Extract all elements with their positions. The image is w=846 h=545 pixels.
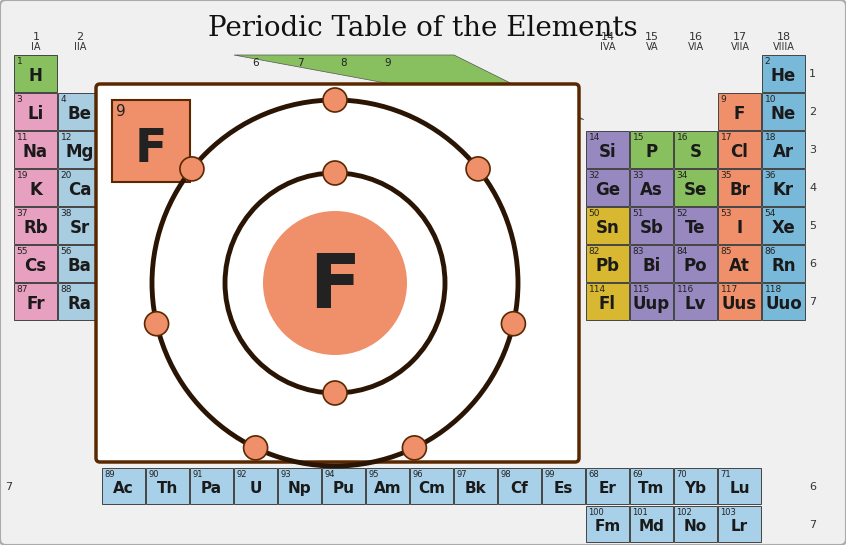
Bar	[14, 207, 57, 244]
Text: 1: 1	[32, 32, 40, 42]
Text: 69: 69	[633, 470, 643, 479]
Text: 97: 97	[457, 470, 467, 479]
Text: Cl: Cl	[731, 143, 749, 161]
Bar	[674, 169, 717, 206]
Text: U: U	[250, 481, 261, 496]
Text: Cs: Cs	[25, 257, 47, 275]
Text: 1: 1	[17, 57, 22, 66]
Bar	[14, 169, 57, 206]
Bar	[58, 131, 101, 168]
Text: Ac: Ac	[113, 481, 134, 496]
Text: Na: Na	[23, 143, 48, 161]
Bar	[718, 506, 761, 542]
Bar	[14, 245, 57, 282]
Text: Fm: Fm	[595, 519, 621, 534]
Bar	[58, 245, 101, 282]
Text: 9: 9	[721, 95, 726, 104]
Text: 16: 16	[677, 133, 688, 142]
Text: Uus: Uus	[722, 295, 757, 313]
Bar	[234, 468, 277, 504]
Bar	[586, 131, 629, 168]
Text: 89: 89	[105, 470, 115, 479]
Text: Rn: Rn	[772, 257, 796, 275]
Circle shape	[466, 157, 490, 181]
Text: Ne: Ne	[771, 105, 796, 123]
Bar	[58, 93, 101, 130]
Text: 34: 34	[677, 171, 688, 180]
Text: 14: 14	[601, 32, 615, 42]
Bar	[630, 245, 673, 282]
Text: Si: Si	[599, 143, 617, 161]
Text: Cf: Cf	[511, 481, 529, 496]
Text: 18: 18	[777, 32, 791, 42]
Text: 6: 6	[809, 481, 816, 492]
Text: He: He	[771, 67, 796, 85]
Text: Mg: Mg	[65, 143, 94, 161]
Text: 4: 4	[61, 95, 66, 104]
Bar	[718, 93, 761, 130]
Text: Np: Np	[288, 481, 311, 496]
Text: 4: 4	[809, 183, 816, 193]
Bar	[762, 283, 805, 320]
Bar	[58, 207, 101, 244]
Text: Br: Br	[729, 181, 750, 199]
Text: 11: 11	[17, 133, 28, 142]
Text: Uup: Uup	[633, 295, 670, 313]
Bar	[630, 169, 673, 206]
Bar	[586, 468, 629, 504]
Text: 118: 118	[765, 285, 782, 294]
Text: 82: 82	[589, 247, 600, 256]
Bar	[630, 207, 673, 244]
Bar	[674, 468, 717, 504]
Text: 7: 7	[5, 481, 12, 492]
Text: 9: 9	[385, 58, 392, 68]
Bar	[674, 506, 717, 542]
Bar	[762, 207, 805, 244]
Bar	[586, 207, 629, 244]
Bar	[674, 207, 717, 244]
Text: 17: 17	[721, 133, 732, 142]
Text: Sn: Sn	[596, 219, 619, 237]
Text: F: F	[310, 251, 360, 324]
Text: Am: Am	[374, 481, 401, 496]
Text: 100: 100	[589, 508, 604, 517]
Text: Be: Be	[68, 105, 91, 123]
Text: 94: 94	[325, 470, 335, 479]
Bar	[586, 506, 629, 542]
Bar	[762, 169, 805, 206]
Bar	[718, 131, 761, 168]
Text: 7: 7	[809, 297, 816, 307]
Text: I: I	[736, 219, 743, 237]
Text: 7: 7	[809, 519, 816, 530]
Text: Pu: Pu	[332, 481, 354, 496]
Text: K: K	[29, 181, 42, 199]
Text: Pb: Pb	[596, 257, 619, 275]
Text: 3: 3	[809, 145, 816, 155]
Text: 95: 95	[369, 470, 379, 479]
Text: No: No	[684, 519, 707, 534]
Text: 86: 86	[765, 247, 776, 256]
Bar	[322, 468, 365, 504]
Text: Cm: Cm	[418, 481, 445, 496]
Text: Ge: Ge	[595, 181, 620, 199]
Text: 51: 51	[633, 209, 644, 218]
Text: Lr: Lr	[731, 519, 748, 534]
Text: 88: 88	[61, 285, 72, 294]
Text: 38: 38	[61, 209, 72, 218]
Circle shape	[145, 312, 168, 336]
Text: H: H	[29, 67, 42, 85]
Text: Md: Md	[639, 519, 664, 534]
Circle shape	[502, 312, 525, 336]
Bar	[278, 468, 321, 504]
Text: F: F	[135, 126, 168, 172]
Bar	[762, 93, 805, 130]
Text: VA: VA	[645, 42, 658, 52]
Text: 16: 16	[689, 32, 703, 42]
Bar	[454, 468, 497, 504]
Bar	[190, 468, 233, 504]
Text: 15: 15	[645, 32, 659, 42]
Text: F: F	[733, 105, 745, 123]
Text: Fl: Fl	[599, 295, 616, 313]
Text: 33: 33	[633, 171, 644, 180]
